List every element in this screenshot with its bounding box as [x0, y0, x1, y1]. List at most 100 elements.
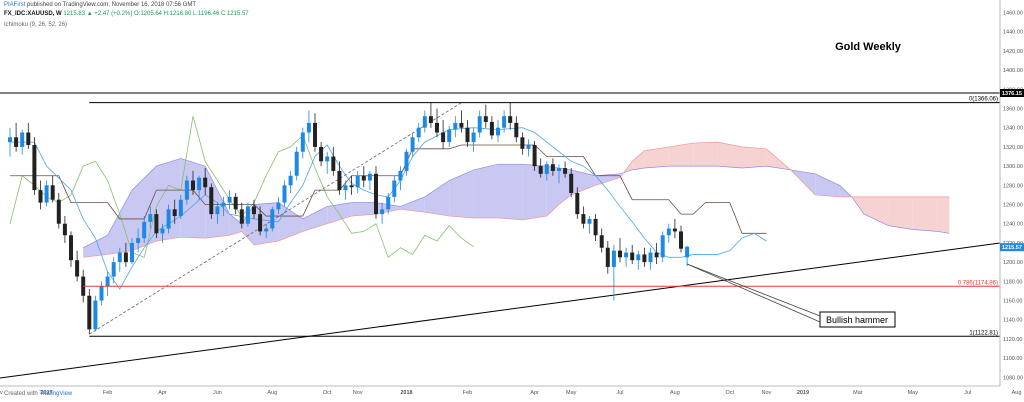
ohlc-values: 1215.83 ▲ +2.47 (+0.2%) O:1205.64 H:1216…: [63, 11, 249, 17]
y-tick-label: 1160.00: [1003, 299, 1022, 305]
footer-brand[interactable]: TradingView: [39, 391, 73, 397]
candle-body: [160, 228, 165, 234]
candle-body: [459, 122, 464, 128]
x-tick-label: Apr: [158, 390, 167, 396]
candle-body: [130, 242, 134, 263]
candle-body: [666, 228, 671, 236]
fib-level-label: 1(1122.81): [969, 330, 998, 336]
candle-body: [483, 116, 488, 122]
candle-body: [288, 175, 293, 186]
candle-body: [526, 144, 531, 149]
y-tick-label: 1180.00: [1003, 279, 1022, 285]
last-price-badge-bg: [1000, 243, 1024, 252]
candle-body: [618, 250, 622, 258]
x-tick-label: May: [566, 390, 577, 396]
candle-body: [325, 156, 330, 162]
fib-level-label: 0.786(1174.86): [958, 280, 998, 286]
cloud-segment: [912, 196, 938, 232]
candle-body: [380, 209, 385, 215]
candle-body: [75, 260, 80, 277]
cloud-segment: [498, 164, 523, 220]
candle-body: [630, 252, 635, 261]
last-price-badge: 1215.57: [1002, 245, 1022, 251]
dashed-fib-line: [89, 102, 462, 335]
candle-body: [502, 116, 507, 128]
candle-body: [654, 252, 659, 258]
symbol-legend: FX_IDC:XAUUSD, W 1215.83 ▲ +2.47 (+0.2%)…: [4, 11, 249, 17]
publish-info: PIAFirst published on TradingView.com, N…: [4, 2, 196, 8]
cloud-segment: [449, 169, 474, 218]
candle-body: [337, 170, 342, 191]
annotation-arrow: [686, 263, 821, 317]
candle-body: [447, 129, 452, 143]
candle-body: [374, 173, 378, 215]
candle-body: [44, 185, 49, 203]
cloud-segment: [937, 196, 950, 234]
cloud-segment: [278, 202, 303, 242]
candle-body: [355, 175, 360, 188]
candle-body: [99, 286, 104, 301]
candle-body: [392, 180, 397, 197]
candle-body: [62, 223, 67, 236]
candle-body: [636, 254, 641, 261]
candle-body: [276, 202, 281, 210]
cloud-segment: [815, 173, 840, 197]
candle-body: [404, 151, 409, 171]
y-tick-label: 1440.00: [1003, 30, 1023, 36]
candle-body: [50, 185, 55, 200]
y-tick-label: 1100.00: [1003, 356, 1022, 362]
fib-level-label: 0(1366.06): [969, 97, 998, 103]
candle-body: [203, 177, 208, 188]
candle-body: [221, 202, 226, 207]
x-tick-label: Oct: [726, 390, 735, 396]
candle-body: [166, 209, 171, 229]
cloud-segment: [400, 196, 425, 213]
candle-body: [300, 132, 305, 152]
chikou-line: [9, 116, 474, 258]
candle-body: [270, 209, 275, 229]
x-tick-label: 2017: [40, 390, 52, 396]
cloud-segment: [668, 143, 694, 167]
annotation-label: Bullish hammer: [826, 315, 888, 325]
candle-body: [611, 250, 616, 267]
candle-body: [184, 180, 189, 200]
candle-body: [14, 137, 19, 147]
candle-body: [581, 214, 586, 224]
candle-body: [514, 122, 519, 138]
cloud-segment: [693, 142, 718, 167]
candle-body: [532, 144, 537, 167]
candle-body: [349, 185, 354, 188]
author-link[interactable]: PIAFirst: [4, 2, 26, 8]
y-tick-label: 1280.00: [1003, 183, 1023, 189]
candle-body: [20, 132, 25, 147]
candle-body: [441, 132, 446, 143]
x-tick-label: Mar: [853, 390, 863, 396]
y-tick-label: 1400.00: [1003, 68, 1023, 74]
candle-body: [569, 173, 574, 193]
candle-body: [191, 180, 195, 191]
candle-body: [264, 228, 269, 232]
y-tick-label: 1080.00: [1003, 375, 1023, 381]
candle-body: [386, 196, 391, 210]
x-tick-label: Aug: [670, 390, 680, 396]
candle-body: [367, 173, 372, 181]
cloud-segment: [107, 190, 132, 255]
candle-body: [563, 168, 568, 174]
candle-body: [111, 262, 116, 277]
candle-body: [672, 228, 677, 232]
x-tick-label: 2018: [400, 390, 412, 396]
x-tick-label: Jul: [964, 390, 971, 396]
candle-body: [648, 252, 653, 263]
candle-body: [282, 185, 287, 203]
y-tick-label: 1260.00: [1003, 203, 1023, 209]
candle-body: [197, 177, 202, 191]
y-tick-label: 1140.00: [1003, 318, 1022, 324]
candle-body: [123, 252, 128, 263]
candle-body: [69, 235, 73, 261]
candle-body: [38, 190, 43, 203]
candle-body: [209, 187, 214, 215]
candle-body: [233, 196, 238, 210]
candle-body: [26, 132, 31, 145]
